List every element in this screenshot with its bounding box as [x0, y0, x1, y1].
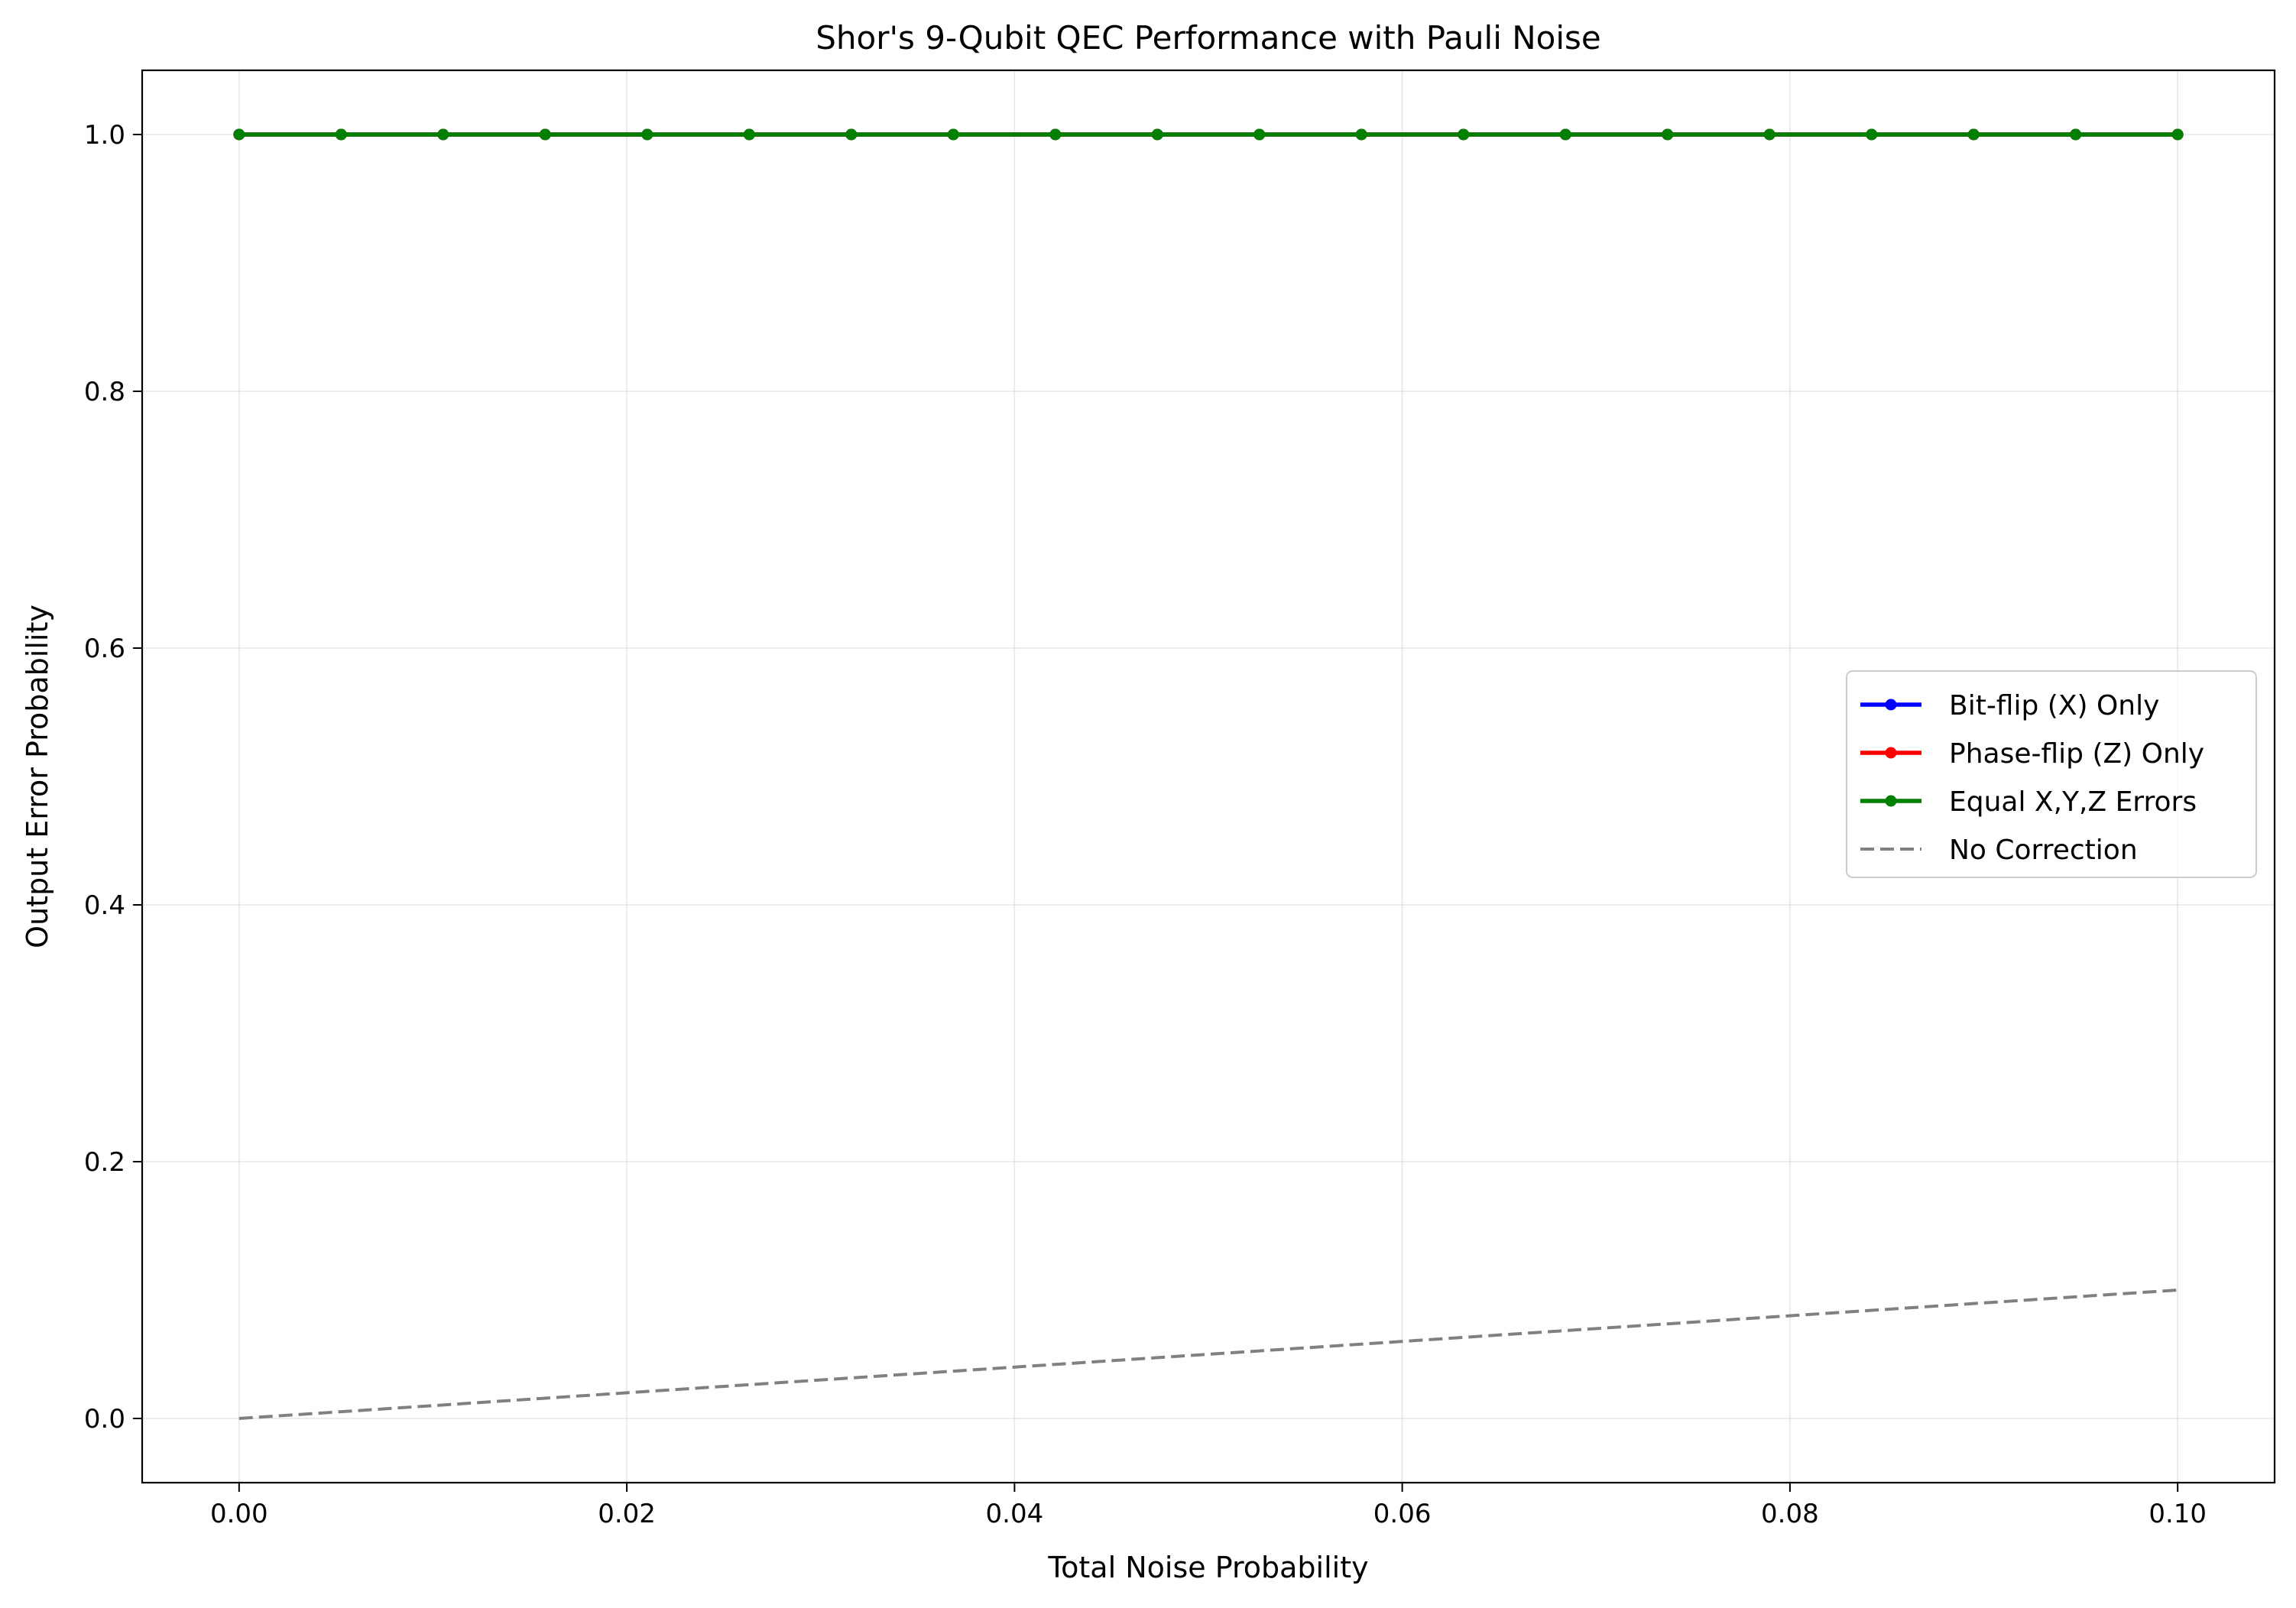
legend-label-equal-x-y-z-errors: Equal X,Y,Z Errors	[1949, 786, 2197, 818]
data-point-equal-x-y-z-errors	[539, 128, 551, 141]
y-axis-label: Output Error Probability	[21, 605, 54, 948]
x-tick-label: 0.02	[598, 1499, 656, 1529]
plot-frame	[141, 69, 2276, 1484]
data-point-equal-x-y-z-errors	[641, 128, 653, 141]
legend-label-no-correction: No Correction	[1949, 835, 2138, 866]
data-point-equal-x-y-z-errors	[335, 128, 347, 141]
data-point-equal-x-y-z-errors	[743, 128, 755, 141]
data-point-equal-x-y-z-errors	[845, 128, 858, 141]
x-tick-label: 0.00	[210, 1499, 268, 1529]
legend-box	[1846, 670, 2257, 878]
y-tick-label: 0.0	[84, 1404, 125, 1435]
axis-layer: 0.00 0.02 0.04 0.06 0.08 0.10 0.0 0.2 0.4 0.6 0.8 1…	[84, 120, 2207, 1529]
legend-marker-bit-flip-x-only	[1885, 699, 1897, 711]
data-point-equal-x-y-z-errors	[2171, 128, 2184, 141]
data-point-equal-x-y-z-errors	[1967, 128, 1980, 141]
data-point-equal-x-y-z-errors	[1763, 128, 1776, 141]
y-tick-label: 1.0	[84, 120, 125, 151]
y-tick-label: 0.4	[84, 890, 125, 921]
x-tick-label: 0.06	[1373, 1499, 1432, 1529]
series-line-no-correction	[238, 1289, 2178, 1420]
x-tick-label: 0.08	[1761, 1499, 1819, 1529]
x-tick-label: 0.10	[2148, 1499, 2207, 1529]
data-point-equal-x-y-z-errors	[1458, 128, 1470, 141]
data-point-equal-x-y-z-errors	[1049, 128, 1062, 141]
legend-marker-equal-x-y-z-errors	[1885, 795, 1897, 807]
data-point-equal-x-y-z-errors	[1559, 128, 1571, 141]
y-tick-label: 0.6	[84, 634, 125, 664]
x-tick-label: 0.04	[986, 1499, 1044, 1529]
legend-label-phase-flip-z-only: Phase-flip (Z) Only	[1949, 738, 2204, 770]
y-tick-label: 0.8	[84, 377, 125, 407]
legend: Bit-flip (X) Only Phase-flip (Z) Only Equa…	[1846, 670, 2257, 878]
data-point-equal-x-y-z-errors	[2070, 128, 2082, 141]
data-point-equal-x-y-z-errors	[947, 128, 959, 141]
grid-layer	[142, 70, 2275, 1483]
data-point-equal-x-y-z-errors	[233, 128, 245, 141]
data-point-equal-x-y-z-errors	[1355, 128, 1367, 141]
chart-title: Shor's 9-Qubit QEC Performance with Paul…	[816, 19, 1600, 57]
data-point-equal-x-y-z-errors	[1253, 128, 1266, 141]
legend-marker-phase-flip-z-only	[1885, 747, 1897, 759]
legend-label-bit-flip-x-only: Bit-flip (X) Only	[1949, 690, 2159, 721]
data-point-equal-x-y-z-errors	[1151, 128, 1163, 141]
y-tick-label: 0.2	[84, 1147, 125, 1178]
x-axis-label: Total Noise Probability	[1047, 1551, 1368, 1584]
data-point-equal-x-y-z-errors	[1662, 128, 1674, 141]
data-point-equal-x-y-z-errors	[437, 128, 449, 141]
series-layer	[233, 128, 2184, 1420]
data-point-equal-x-y-z-errors	[1866, 128, 1878, 141]
